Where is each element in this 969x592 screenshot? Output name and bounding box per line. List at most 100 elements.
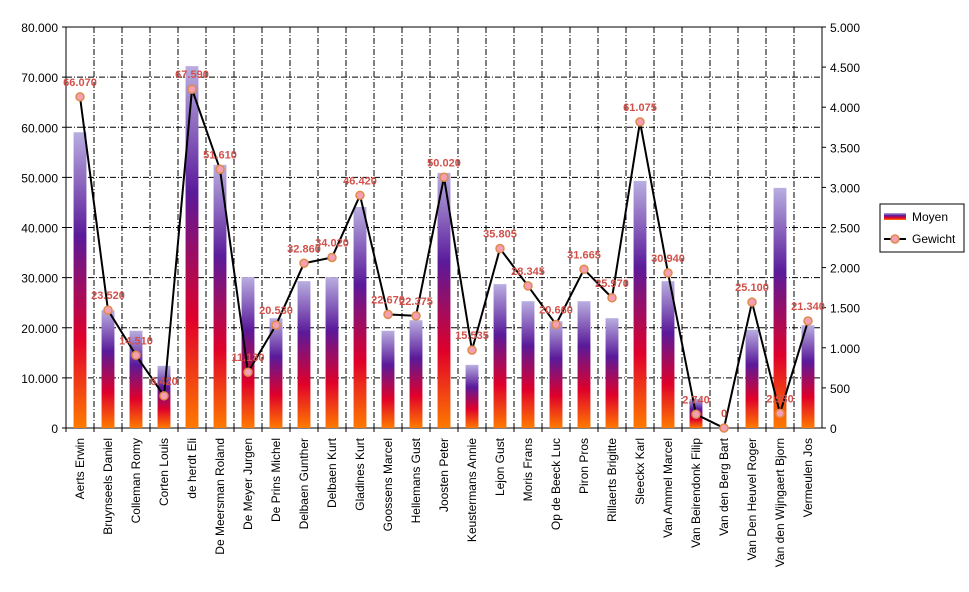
x-tick-label: Van Beirendonk Filip [689, 438, 703, 548]
y-tick-label: 50.000 [21, 171, 58, 185]
bar [269, 318, 283, 428]
y2-tick-label: 1.000 [830, 342, 860, 356]
x-tick-label: Van Den Heuvel Roger [745, 438, 759, 561]
x-tick-label: Van den Berg Bart [717, 437, 731, 536]
marker [355, 190, 365, 201]
bar [801, 325, 815, 428]
marker [719, 423, 729, 433]
y-tick-label: 40.000 [21, 222, 58, 236]
data-label: 46.420 [343, 175, 377, 187]
x-tick-label: Goossens Marcel [381, 438, 395, 531]
x-tick-label: De Meersman Roland [213, 438, 227, 555]
data-label: 21.340 [791, 301, 825, 313]
y-tick-label: 30.000 [21, 272, 58, 286]
y2-tick-label: 2.000 [830, 262, 860, 276]
bar [213, 164, 227, 428]
x-tick-label: Keustermans Annie [465, 438, 479, 542]
x-tick-label: Hellemans Gust [409, 437, 423, 523]
x-tick-label: Van Ammel Marcel [661, 438, 675, 538]
bar [297, 281, 311, 428]
data-label: 35.805 [483, 229, 517, 241]
y-tick-label: 0 [51, 422, 58, 436]
data-label: 25.100 [735, 282, 769, 294]
x-tick-label: Vermeulen Jos [801, 438, 815, 517]
data-label: 28.345 [511, 266, 545, 278]
bar [577, 301, 591, 428]
x-tick-label: Van den Wijngaert Bjorn [773, 438, 787, 567]
x-tick-label: Aerts Erwin [73, 438, 87, 499]
x-tick-label: Rillaerts Brigitte [605, 438, 619, 522]
marker [299, 258, 309, 269]
bar [73, 132, 87, 428]
data-label: 23.520 [91, 290, 125, 302]
data-label: 2.740 [682, 394, 710, 406]
x-tick-label: Piron Pros [577, 438, 591, 494]
data-label: 20.530 [259, 305, 293, 317]
legend-label: Gewicht [912, 232, 956, 246]
bar [381, 330, 395, 428]
data-label: 67.590 [175, 69, 209, 81]
marker [635, 117, 645, 127]
bar [493, 284, 507, 428]
bar [521, 301, 535, 428]
x-tick-label: Corten Louis [157, 438, 171, 506]
x-tick-label: Delbaen Kurt [325, 437, 339, 508]
y-tick-label: 10.000 [21, 372, 58, 386]
data-label: 51.610 [203, 149, 237, 161]
bar [661, 281, 675, 428]
marker [747, 297, 757, 307]
bar [465, 364, 479, 428]
x-tick-label: De Prins Michel [269, 438, 283, 522]
data-label: 31.665 [567, 249, 601, 261]
marker [327, 252, 337, 263]
x-tick-label: Op de Beeck Luc [549, 438, 563, 530]
data-label: 15.535 [455, 330, 489, 342]
legend-box [879, 203, 965, 253]
bar [745, 329, 759, 428]
y2-tick-label: 4.000 [830, 101, 860, 115]
y2-tick-label: 0 [830, 422, 837, 436]
data-label: 6.420 [150, 376, 178, 388]
bar [325, 277, 339, 428]
bar [773, 187, 787, 428]
x-tick-label: Colleman Romy [129, 438, 143, 523]
bar [633, 180, 647, 428]
x-tick-label: Sleeckx Karl [633, 438, 647, 505]
marker [103, 305, 113, 315]
data-label: 20.660 [539, 304, 573, 316]
data-label: 34.020 [315, 237, 349, 249]
bar [353, 206, 367, 428]
data-label: 2.930 [766, 393, 794, 405]
bar [101, 310, 115, 428]
y2-tick-label: 3.000 [830, 181, 860, 195]
data-label: 14.510 [119, 335, 153, 347]
bar [549, 321, 563, 428]
legend-swatch [884, 213, 906, 220]
bar [437, 172, 451, 428]
y-tick-label: 80.000 [21, 21, 58, 35]
y-tick-label: 60.000 [21, 121, 58, 135]
y2-tick-label: 2.500 [830, 222, 860, 236]
y2-tick-label: 1.500 [830, 302, 860, 316]
data-label: 32.860 [287, 243, 321, 255]
marker [383, 309, 393, 320]
x-tick-label: Gladines Kurt [353, 437, 367, 510]
bar [605, 318, 619, 428]
marker [551, 319, 561, 330]
x-tick-label: Delbaen Gunther [297, 438, 311, 529]
y2-tick-label: 4.500 [830, 61, 860, 75]
marker [187, 84, 197, 94]
data-label: 25.970 [595, 278, 629, 290]
marker [663, 268, 673, 278]
marker [523, 281, 533, 291]
data-label: 22.670 [371, 294, 405, 306]
legend-marker [890, 234, 900, 244]
data-label: 50.020 [427, 157, 461, 169]
marker [75, 92, 85, 102]
marker [411, 311, 421, 321]
y2-tick-label: 3.500 [830, 141, 860, 155]
bar [241, 277, 255, 428]
x-tick-label: De Meyer Jurgen [241, 438, 255, 530]
marker [243, 367, 253, 377]
